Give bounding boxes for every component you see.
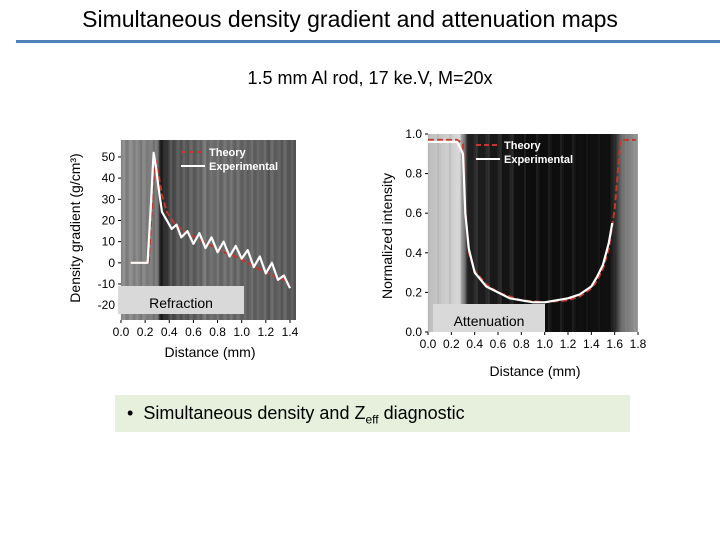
page-title: Simultaneous density gradient and attenu…: [82, 6, 618, 32]
y-tick-label: 20: [102, 213, 116, 227]
y-tick-label: 0: [108, 256, 115, 270]
x-tick-label: 0.0: [113, 325, 130, 339]
y-tick-label: 0.0: [405, 325, 422, 339]
inset-label-box: [118, 286, 244, 314]
y-tick-label: 1.0: [405, 127, 422, 141]
series-line-experimental: [130, 151, 291, 289]
x-tick-label: 0.8: [513, 337, 530, 351]
x-tick-label: 1.4: [583, 337, 600, 351]
y-tick-label: 0.2: [405, 285, 422, 299]
y-tick-label: 0.4: [405, 246, 422, 260]
page-subtitle: 1.5 mm Al rod, 17 ke.V, M=20x: [247, 68, 493, 88]
y-axis-label: Density gradient (g/cm³): [67, 153, 83, 302]
legend: Theory Experimental: [181, 147, 278, 173]
inset-label-box: [433, 304, 545, 332]
legend: Theory Experimental: [476, 140, 573, 166]
x-tick-label: 0.4: [161, 325, 178, 339]
x-tick-label: 0.6: [185, 325, 202, 339]
refraction-chart: 50 40 30 20 10 0 -10 -20 0.0 0.2 0.4 0.6 0.8 1.0 1.2 1.…: [67, 140, 299, 360]
title-divider: [16, 40, 720, 43]
bullet-subscript: eff: [365, 412, 379, 427]
x-tick-label: 1.4: [282, 325, 299, 339]
x-axis-label: Distance (mm): [489, 363, 580, 379]
y-tick-label: 30: [102, 192, 116, 206]
x-axis-label: Distance (mm): [164, 344, 255, 360]
x-tick-label: 0.8: [209, 325, 226, 339]
y-axis-label: Normalized intensity: [379, 173, 395, 299]
series-line-experimental: [428, 140, 614, 304]
inset-label: Refraction: [149, 295, 213, 311]
y-tick-label: -20: [98, 298, 116, 312]
y-tick-label: 40: [102, 171, 116, 185]
legend-label: Theory: [504, 140, 542, 152]
legend-label: Theory: [209, 147, 247, 159]
attenuation-chart: 1.0 0.8 0.6 0.4 0.2 0.00.0 0.2 0.4 0.6 0.8 1.0 1.2 1…: [379, 127, 647, 379]
y-tick-label: -10: [98, 277, 116, 291]
legend-label: Experimental: [209, 161, 278, 173]
y-tick-label: 10: [102, 235, 116, 249]
y-tick-label: 50: [102, 150, 116, 164]
inset-label: Attenuation: [454, 313, 525, 329]
x-tick-label: 1.0: [536, 337, 553, 351]
x-tick-label: 0.2: [443, 337, 460, 351]
x-tick-label: 1.2: [257, 325, 274, 339]
y-tick-label: 0.6: [405, 206, 422, 220]
bullet-text: • Simultaneous density and Zeff diagnost…: [127, 403, 465, 427]
x-tick-label: 0.0: [420, 337, 437, 351]
bullet-box: • Simultaneous density and Zeff diagnost…: [115, 395, 630, 432]
bullet-text-main: Simultaneous density and Z: [143, 403, 366, 423]
y-tick-label: 0.8: [405, 167, 422, 181]
x-tick-label: 0.6: [490, 337, 507, 351]
x-tick-label: 1.0: [233, 325, 250, 339]
x-tick-label: 0.4: [466, 337, 483, 351]
x-tick-label: 1.6: [606, 337, 623, 351]
x-tick-label: 1.8: [630, 337, 647, 351]
x-tick-label: 0.2: [137, 325, 154, 339]
x-tick-label: 1.2: [560, 337, 577, 351]
bullet-glyph: •: [127, 403, 134, 423]
bullet-text-end: diagnostic: [378, 403, 465, 423]
legend-label: Experimental: [504, 154, 573, 166]
